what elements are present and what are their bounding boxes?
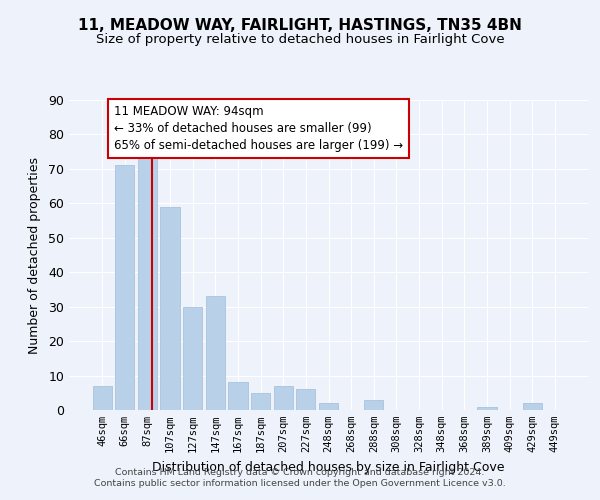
Bar xyxy=(364,400,383,410)
Y-axis label: Number of detached properties: Number of detached properties xyxy=(28,156,41,354)
Bar xyxy=(296,390,316,410)
Bar xyxy=(523,403,542,410)
X-axis label: Distribution of detached houses by size in Fairlight Cove: Distribution of detached houses by size … xyxy=(152,460,505,473)
Bar xyxy=(477,406,497,410)
Text: Size of property relative to detached houses in Fairlight Cove: Size of property relative to detached ho… xyxy=(95,32,505,46)
Bar xyxy=(229,382,248,410)
Bar xyxy=(274,386,293,410)
Text: Contains HM Land Registry data © Crown copyright and database right 2024.
Contai: Contains HM Land Registry data © Crown c… xyxy=(94,468,506,487)
Bar xyxy=(138,152,157,410)
Text: 11 MEADOW WAY: 94sqm
← 33% of detached houses are smaller (99)
65% of semi-detac: 11 MEADOW WAY: 94sqm ← 33% of detached h… xyxy=(113,105,403,152)
Bar xyxy=(115,166,134,410)
Bar xyxy=(251,393,270,410)
Bar xyxy=(92,386,112,410)
Text: 11, MEADOW WAY, FAIRLIGHT, HASTINGS, TN35 4BN: 11, MEADOW WAY, FAIRLIGHT, HASTINGS, TN3… xyxy=(78,18,522,32)
Bar xyxy=(183,306,202,410)
Bar xyxy=(160,207,180,410)
Bar xyxy=(206,296,225,410)
Bar xyxy=(319,403,338,410)
